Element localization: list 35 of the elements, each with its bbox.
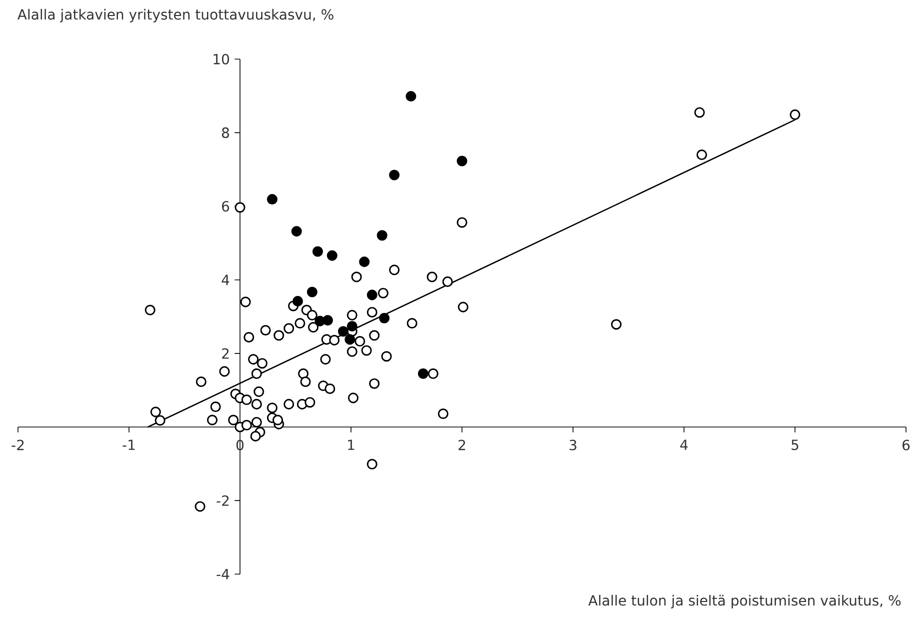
point: [338, 326, 349, 337]
point: [266, 194, 278, 205]
point: [389, 170, 400, 180]
x-tick-label: -2: [12, 440, 24, 450]
x-tick-label: 2: [458, 440, 466, 450]
y-tick-label: 2: [222, 348, 229, 359]
y-tick-label: 4: [222, 274, 230, 285]
point: [292, 296, 303, 306]
y-tick-label: 10: [214, 54, 230, 64]
x-tick-label: 3: [570, 440, 576, 450]
point: [291, 226, 302, 237]
point: [379, 312, 390, 324]
x-tick-label: 6: [902, 440, 910, 450]
point: [314, 316, 326, 326]
point: [366, 290, 378, 300]
point: [376, 230, 388, 241]
point: [456, 156, 468, 166]
point: [346, 320, 358, 332]
y-tick-label: -4: [216, 569, 230, 580]
x-tick-label: 4: [680, 440, 688, 450]
point: [418, 368, 428, 379]
x-tick-label: -1: [122, 440, 135, 450]
y-tick-label: 6: [222, 200, 230, 212]
point: [312, 246, 323, 257]
point: [406, 91, 416, 102]
x-tick-label: 5: [792, 440, 798, 450]
x-tick-label: 1: [348, 440, 354, 450]
y-tick-label: -2: [216, 495, 229, 506]
x-axis-title: Alalle tulon ja sieltä poistumisen vaikutus, %: [588, 594, 901, 608]
point: [344, 334, 356, 345]
point: [326, 250, 338, 261]
y-axis-title: Alalla jatkavien yritysten tuottavuuskasvu, %: [17, 8, 334, 22]
point: [359, 256, 370, 268]
point: [306, 286, 318, 298]
y-tick-label: 8: [222, 127, 229, 138]
